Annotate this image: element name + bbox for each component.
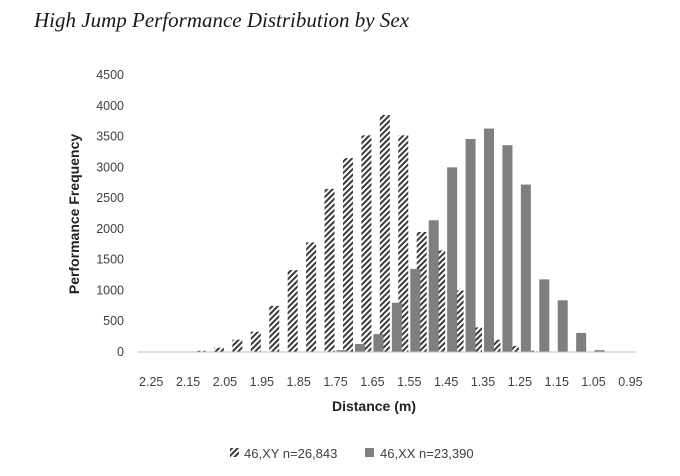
chart-title: High Jump Performance Distribution by Se… (34, 8, 410, 32)
y-tick-label: 2500 (96, 191, 124, 205)
bar (269, 305, 280, 352)
x-tick-label: 1.55 (397, 375, 421, 389)
bar (391, 302, 402, 352)
y-tick-label: 2000 (96, 222, 124, 236)
x-axis-ticks: 2.25 2.15 2.05 1.95 1.85 1.75 1.65 1.55 1.45 1.35… (139, 375, 643, 389)
bar (435, 250, 446, 352)
bar (373, 334, 384, 352)
bar (336, 350, 347, 352)
bar (539, 279, 550, 352)
bar (232, 339, 243, 352)
legend: 46,XY n=26,843 46,XX n=23,390 (230, 446, 474, 461)
x-tick-label: 1.25 (508, 375, 532, 389)
y-tick-label: 500 (103, 314, 124, 328)
bar (472, 327, 483, 352)
bar (324, 188, 335, 352)
y-axis-title: Performance Frequency (66, 134, 82, 294)
bar (342, 158, 353, 352)
bar (195, 350, 206, 352)
x-tick-label: 2.05 (213, 375, 237, 389)
bars (195, 115, 605, 352)
bar (287, 270, 298, 352)
bar (379, 115, 390, 352)
bar (557, 300, 568, 352)
bar (453, 290, 464, 352)
y-tick-label: 1000 (96, 283, 124, 297)
x-tick-label: 1.15 (545, 375, 569, 389)
bar (508, 345, 519, 352)
x-tick-label: 1.95 (250, 375, 274, 389)
bar (361, 135, 372, 352)
legend-swatch (230, 448, 239, 457)
bar (416, 231, 427, 352)
y-tick-label: 3000 (96, 160, 124, 174)
bar (447, 167, 458, 352)
x-tick-label: 1.65 (360, 375, 384, 389)
x-tick-label: 1.85 (287, 375, 311, 389)
y-axis-ticks: 0 500 1000 1500 2000 2500 3000 3500 4000 4500 (96, 68, 124, 359)
x-tick-label: 1.45 (434, 375, 458, 389)
series-group (336, 128, 605, 352)
x-tick-label: 1.05 (581, 375, 605, 389)
x-tick-label: 1.75 (323, 375, 347, 389)
y-tick-label: 4500 (96, 68, 124, 82)
x-axis-title: Distance (m) (332, 398, 416, 414)
bar (484, 128, 495, 352)
x-tick-label: 2.15 (176, 375, 200, 389)
bar (576, 332, 587, 352)
bar (410, 268, 421, 352)
bar (594, 350, 605, 352)
bar (398, 135, 409, 352)
bar (520, 184, 531, 352)
y-tick-label: 1500 (96, 253, 124, 267)
x-tick-label: 2.25 (139, 375, 163, 389)
y-tick-label: 0 (117, 345, 124, 359)
y-tick-label: 3500 (96, 130, 124, 144)
bar (213, 347, 224, 352)
series-group (195, 115, 538, 352)
bar (306, 242, 317, 352)
legend-swatch (365, 448, 374, 457)
bar (502, 145, 513, 352)
x-tick-label: 0.95 (618, 375, 642, 389)
bar (428, 220, 439, 352)
bar (490, 339, 501, 352)
y-tick-label: 4000 (96, 99, 124, 113)
x-tick-label: 1.35 (471, 375, 495, 389)
bar (527, 350, 538, 352)
legend-label: 46,XX n=23,390 (380, 446, 474, 461)
bar (465, 139, 476, 352)
bar (250, 331, 261, 352)
legend-label: 46,XY n=26,843 (244, 446, 337, 461)
bar (354, 343, 365, 352)
